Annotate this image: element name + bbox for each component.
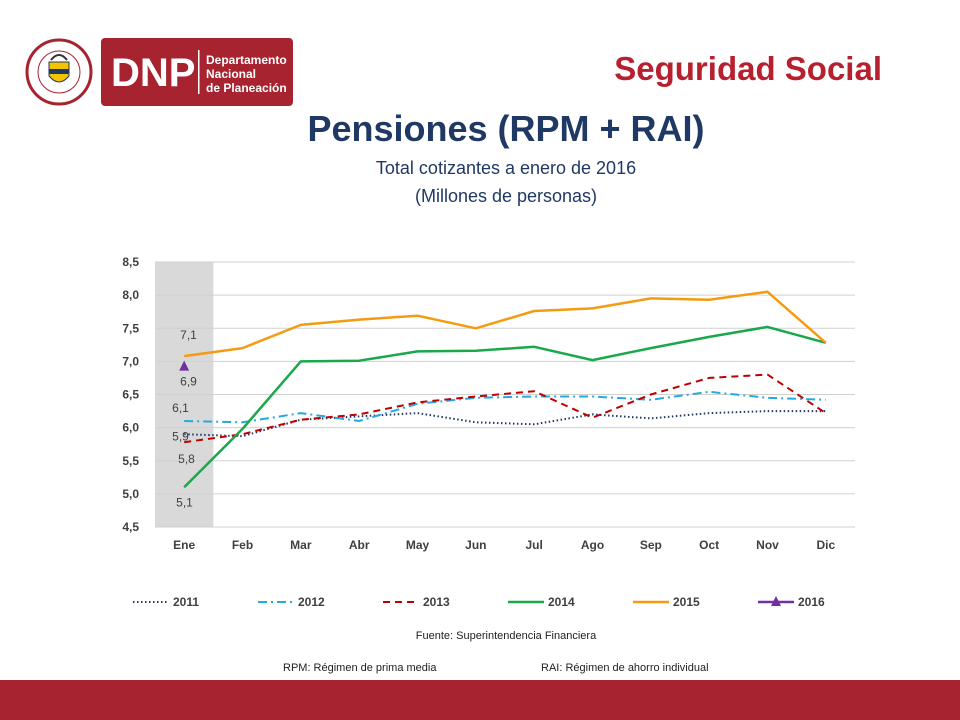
y-tick-label: 7,5 [122, 321, 139, 335]
section-title: Seguridad Social [614, 50, 882, 87]
x-tick-label: Ene [173, 538, 195, 552]
logo-org-line1: Departamento [206, 53, 287, 67]
x-tick-label: Nov [756, 538, 779, 552]
x-tick-label: Sep [640, 538, 662, 552]
series-line-2013 [184, 373, 827, 444]
chart-units: (Millones de personas) [414, 186, 598, 206]
y-tick-label: 8,0 [122, 288, 139, 302]
logo-org-line3: de Planeación [206, 81, 287, 95]
series-line-2014 [183, 325, 827, 489]
y-tick-label: 6,5 [122, 388, 139, 402]
y-tick-label: 6,0 [122, 421, 139, 435]
x-tick-label: Jun [465, 538, 486, 552]
x-tick-label: Abr [349, 538, 370, 552]
legend-label-2011: 2011 [173, 595, 199, 609]
footer-bar [0, 680, 960, 720]
x-tick-label: Ago [581, 538, 604, 552]
y-tick-label: 7,0 [122, 354, 139, 368]
data-label-2015: 7,1 [180, 328, 197, 342]
legend-marker-2016 [771, 596, 781, 606]
x-tick-label: Dic [816, 538, 835, 552]
x-tick-label: Oct [699, 538, 719, 552]
x-tick-label: Mar [290, 538, 312, 552]
pension-contributors-chart: 4,5 5,0 5,5 6,0 6,5 7,0 7,5 8,0 8,5 Ene Feb Mar Abr M… [122, 255, 855, 609]
legend-label-2016: 2016 [798, 595, 825, 609]
series-line-2015 [184, 290, 827, 358]
data-label-2012: 6,1 [172, 401, 189, 415]
source-note: Fuente: Superintendencia Financiera [415, 630, 597, 642]
data-label-2014: 5,1 [176, 495, 193, 509]
x-tick-label: Jul [525, 538, 542, 552]
rai-note: RAI: Régimen de ahorro individual [541, 662, 709, 674]
rpm-note: RPM: Régimen de prima media [283, 662, 437, 674]
chart-subtitle: Total cotizantes a enero de 2016 [375, 158, 637, 178]
data-label-2011: 5,9 [172, 429, 189, 443]
data-label-2016: 6,9 [180, 375, 197, 389]
y-tick-label: 4,5 [122, 520, 139, 534]
logo-org-line2: Nacional [206, 67, 256, 81]
legend-label-2014: 2014 [548, 595, 575, 609]
dnp-logo: DNP Departamento Nacional de Planeación [25, 38, 293, 106]
page-title: Pensiones (RPM + RAI) [307, 108, 705, 149]
legend-label-2013: 2013 [423, 595, 450, 609]
data-point-2016 [179, 360, 190, 371]
legend-label-2015: 2015 [673, 595, 700, 609]
legend-label-2012: 2012 [298, 595, 325, 609]
x-tick-label: May [406, 538, 430, 552]
y-tick-label: 8,5 [122, 255, 139, 269]
series-line-2012 [184, 390, 826, 424]
y-tick-label: 5,0 [122, 487, 139, 501]
y-tick-label: 5,5 [122, 454, 139, 468]
data-label-2013: 5,8 [178, 452, 195, 466]
logo-wordmark: DNP [111, 51, 195, 95]
series-line-2011 [184, 410, 826, 438]
x-tick-label: Feb [232, 538, 253, 552]
